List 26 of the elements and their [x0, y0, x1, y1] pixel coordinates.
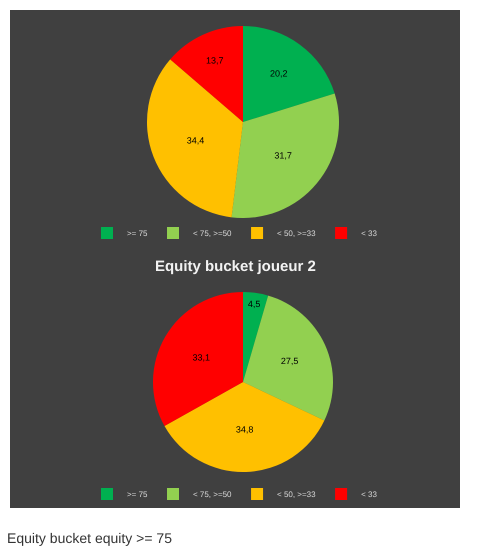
legend-label: < 50, >=33 — [277, 490, 316, 500]
data-label: 20,2 — [270, 68, 288, 78]
legend-label: < 33 — [361, 229, 378, 238]
legend-label: >= 75 — [127, 229, 148, 238]
data-label: 4,5 — [248, 298, 260, 309]
data-label: 34,4 — [186, 135, 204, 146]
pie-slice — [232, 93, 339, 218]
pie-slice — [243, 292, 268, 382]
legend-label: >= 75 — [127, 490, 148, 500]
data-label: 31,7 — [274, 150, 292, 160]
data-label: 27,5 — [280, 356, 298, 366]
legend-label: < 75, >=50 — [193, 229, 232, 238]
text: Equity bucket equity >= 75 — [7, 530, 172, 546]
data-label: 33,1 — [192, 352, 210, 363]
chart-title: Equity bucket joueur 2 — [155, 258, 316, 275]
pie-slice — [164, 382, 324, 472]
legend-label: < 75, >=50 — [193, 490, 232, 500]
pie-slice — [170, 26, 243, 122]
legend-label: < 50, >=33 — [277, 229, 316, 238]
legend-label: < 33 — [361, 490, 378, 500]
data-label: 34,8 — [236, 424, 254, 435]
data-label: 13,7 — [206, 55, 224, 66]
pie-slice — [243, 296, 333, 420]
pie-slice — [147, 59, 243, 218]
pie-slice — [153, 292, 243, 426]
pie-slice — [243, 26, 335, 122]
